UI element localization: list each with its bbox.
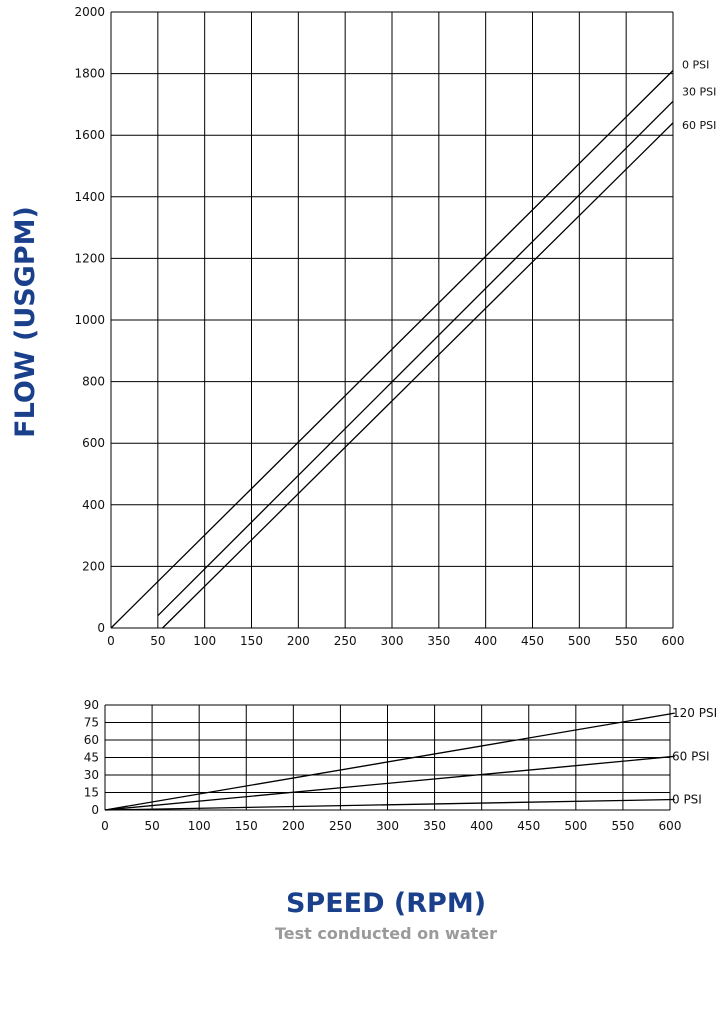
y-tick-label: 200 xyxy=(82,559,105,573)
series-line xyxy=(162,122,674,629)
y-tick-label: 1600 xyxy=(74,128,105,142)
x-tick-label: 150 xyxy=(240,634,263,648)
x-tick-label: 200 xyxy=(282,819,305,833)
series-label: 120 PSI xyxy=(672,706,717,720)
x-tick-label: 100 xyxy=(193,634,216,648)
y-tick-label: 30 xyxy=(84,768,99,782)
y-tick-label: 1400 xyxy=(74,190,105,204)
y-axis-label: FLOW (USGPM) xyxy=(10,206,41,438)
x-tick-label: 100 xyxy=(188,819,211,833)
x-tick-label: 500 xyxy=(564,819,587,833)
y-tick-label: 45 xyxy=(84,751,99,765)
series-line xyxy=(104,755,675,811)
series-line xyxy=(104,712,675,811)
x-tick-label: 250 xyxy=(329,819,352,833)
test-note: Test conducted on water xyxy=(275,924,497,943)
y-tick-label: 15 xyxy=(84,786,99,800)
y-tick-label: 75 xyxy=(84,716,99,730)
series-label: 60 PSI xyxy=(682,119,716,132)
x-tick-label: 450 xyxy=(517,819,540,833)
series-label: 0 PSI xyxy=(672,793,702,807)
x-tick-label: 350 xyxy=(427,634,450,648)
x-tick-label: 50 xyxy=(150,634,165,648)
x-tick-label: 400 xyxy=(470,819,493,833)
x-tick-label: 400 xyxy=(474,634,497,648)
y-tick-label: 60 xyxy=(84,733,99,747)
y-tick-label: 1000 xyxy=(74,313,105,327)
x-tick-label: 0 xyxy=(101,819,109,833)
y-tick-label: 1800 xyxy=(74,67,105,81)
x-tick-label: 250 xyxy=(334,634,357,648)
x-tick-label: 200 xyxy=(287,634,310,648)
y-tick-label: 400 xyxy=(82,498,105,512)
y-tick-label: 1200 xyxy=(74,251,105,265)
x-tick-label: 0 xyxy=(107,634,115,648)
series-line xyxy=(157,100,674,617)
y-tick-label: 90 xyxy=(84,698,99,712)
x-tick-label: 50 xyxy=(144,819,159,833)
flow-chart: 0 50 100 150 200 250 300 350 400 450 500 550 600 0 200… xyxy=(74,5,716,648)
y-tick-label: 0 xyxy=(91,803,99,817)
y-tick-label: 2000 xyxy=(74,5,105,19)
series-label: 30 PSI xyxy=(682,85,716,98)
series-line xyxy=(110,70,674,629)
x-tick-label: 550 xyxy=(615,634,638,648)
y-tick-label: 0 xyxy=(97,621,105,635)
x-tick-label: 150 xyxy=(235,819,258,833)
series-label: 0 PSI xyxy=(682,59,709,72)
x-tick-label: 500 xyxy=(568,634,591,648)
x-tick-label: 350 xyxy=(423,819,446,833)
series-label: 60 PSI xyxy=(672,749,709,763)
y-tick-label: 800 xyxy=(82,375,105,389)
x-axis-label: SPEED (RPM) xyxy=(286,888,486,919)
speed-chart: 0 50 100 150 200 250 300 350 400 450 500 550 600 0 15 3… xyxy=(84,698,717,833)
x-tick-label: 300 xyxy=(381,634,404,648)
x-tick-label: 300 xyxy=(376,819,399,833)
x-tick-label: 600 xyxy=(662,634,685,648)
x-tick-label: 600 xyxy=(659,819,682,833)
series-line xyxy=(104,798,675,811)
x-tick-label: 550 xyxy=(611,819,634,833)
x-tick-label: 450 xyxy=(521,634,544,648)
y-tick-label: 600 xyxy=(82,436,105,450)
